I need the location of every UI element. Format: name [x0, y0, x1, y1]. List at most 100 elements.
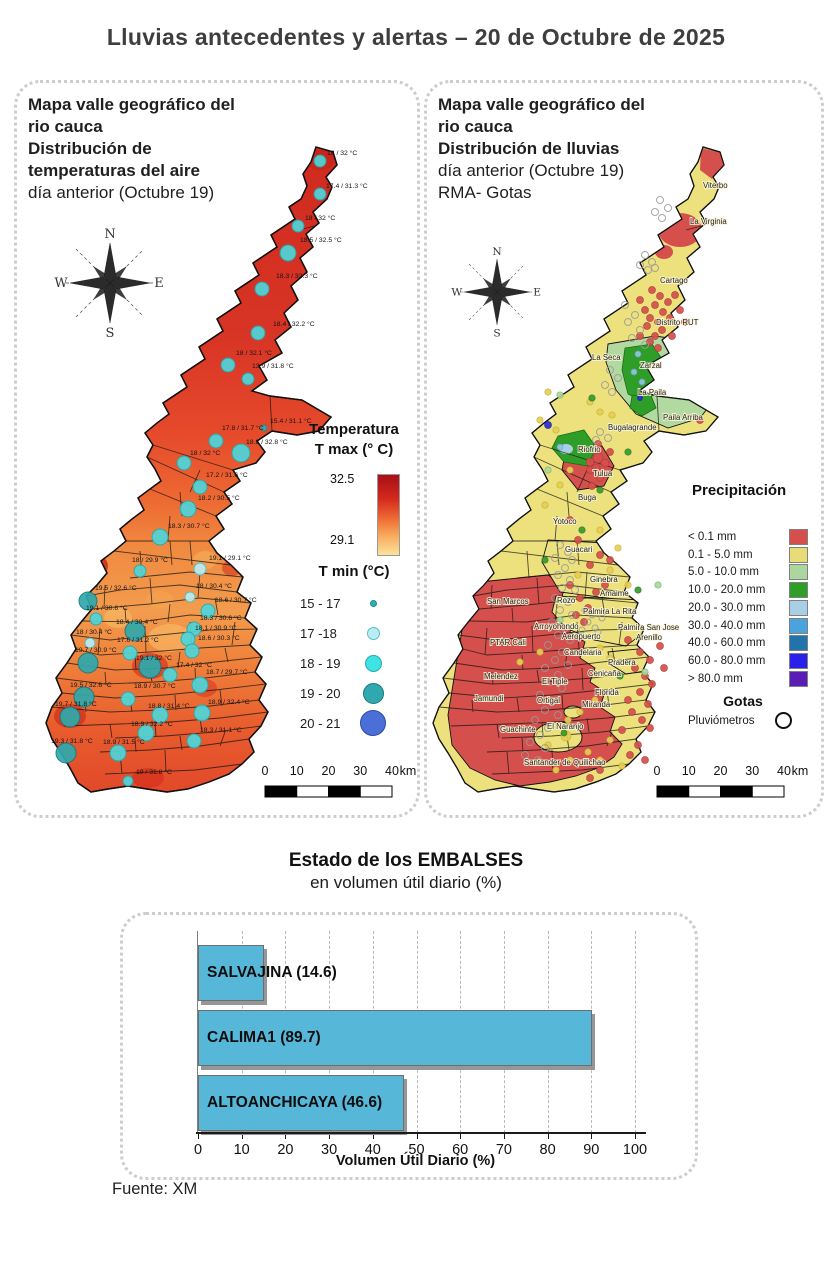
rain-dot-o	[624, 318, 632, 326]
city-label: La Seca	[592, 353, 621, 362]
precip-class-label: 60.0 - 80.0 mm	[688, 655, 766, 668]
temp-station-label: 18.5 / 32.5 °C	[300, 236, 342, 244]
precip-legend-row: 40.0 - 60.0 mm	[688, 635, 808, 653]
city-label: Bugalagrande	[608, 423, 657, 432]
precip-class-label: 30.0 - 40.0 mm	[688, 619, 766, 632]
rain-dot-o	[644, 266, 652, 274]
chart-axis-tick-label: 90	[583, 1142, 600, 1158]
city-label: Cartago	[660, 276, 688, 285]
temp-station-label: 18.2 / 30.5 °C	[198, 494, 240, 502]
city-label: Guacari	[565, 545, 593, 554]
chart-axis-tick-label: 0	[193, 1142, 203, 1158]
rain-dot-o	[564, 661, 572, 669]
chart-title: Estado de los EMBALSES	[288, 850, 524, 871]
temp-station-circle	[84, 637, 96, 649]
rain-dot-r	[648, 286, 656, 294]
bar-calima1: CALIMA1 (89.7)	[198, 1010, 592, 1066]
city-label: San Marcos	[487, 597, 529, 606]
rain-dot-r	[596, 474, 604, 482]
temp-station-label: 18.9 / 31.5 °C	[103, 738, 145, 746]
temp-station-label: 18 / 30.4 °C	[196, 582, 232, 590]
rain-dot-o	[541, 744, 549, 752]
rain-dot-r	[636, 296, 644, 304]
tmin-class-circle-icon	[366, 626, 380, 640]
rain-dot-r	[644, 700, 652, 708]
rain-dot-r	[628, 708, 636, 716]
precip-legend-row: 30.0 - 40.0 mm	[688, 617, 808, 635]
rain-dot-r	[586, 774, 594, 782]
rain-dot-o	[561, 624, 569, 632]
rain-dot-o	[561, 564, 569, 572]
precipitation-legend-title: Precipitación	[692, 482, 787, 499]
tmin-legend-row: 17 -18	[300, 618, 410, 648]
gotas-legend-title: Gotas	[723, 693, 763, 709]
scale-tick-label: 0	[654, 764, 661, 778]
rain-dot-y	[536, 648, 544, 656]
city-label: Melendez	[484, 672, 518, 681]
chart-axis-tick	[372, 1133, 374, 1139]
rain-dot-y	[608, 411, 616, 419]
precip-class-label: 10.0 - 20.0 mm	[688, 584, 766, 597]
rain-dot-y	[596, 526, 604, 534]
source-note: Fuente: XM	[112, 1180, 198, 1198]
rain-dot-r	[574, 536, 582, 544]
rain-dot-o	[581, 606, 589, 614]
chart-axis-tick-label: 70	[495, 1142, 512, 1158]
temp-station-label: 19.1 / 32 °C	[136, 654, 172, 662]
tmax-legend-title-1: Temperatura	[309, 421, 399, 438]
temp-station-label: 19 / 31.8 °C	[136, 768, 172, 776]
scale-tick-label: 10	[290, 764, 304, 778]
chart-axis-tick-label: 60	[452, 1142, 469, 1158]
precip-class-swatch	[789, 564, 808, 581]
rain-dot-o	[621, 301, 629, 309]
temp-station-circle	[89, 612, 103, 626]
rain-dot-o	[566, 636, 574, 644]
rain-dot-r	[664, 298, 672, 306]
rain-dot-g	[596, 486, 604, 494]
rain-dot-y	[606, 736, 614, 744]
panel-title-line: rio cauca	[28, 117, 103, 136]
precip-class-swatch	[789, 653, 808, 670]
rain-dot-y	[574, 571, 582, 579]
rain-dot-y	[544, 388, 552, 396]
rain-dot-lg	[544, 466, 552, 474]
rain-dot-r	[624, 696, 632, 704]
rain-dot-o	[551, 656, 559, 664]
rain-dot-r	[696, 416, 704, 424]
rain-dot-y	[552, 426, 560, 434]
temp-station-circle	[193, 704, 211, 722]
precip-legend-row: 60.0 - 80.0 mm	[688, 652, 808, 670]
chart-axis-tick	[547, 1133, 549, 1139]
rain-dot-o	[548, 698, 556, 706]
rain-dot-r	[671, 291, 679, 299]
rain-dot-b	[544, 421, 552, 429]
rain-dot-g	[634, 586, 642, 594]
city-label: Ortigal	[537, 696, 560, 705]
temp-station-circle	[313, 154, 327, 168]
city-label: Guachinte	[500, 725, 536, 734]
tmin-legend-title: T min (°C)	[318, 563, 390, 580]
rain-dot-o	[526, 738, 534, 746]
scale-tick-label: 40	[385, 764, 399, 778]
rain-dot-o	[551, 554, 559, 562]
temp-station-circle	[151, 528, 169, 546]
rain-gauge-dots	[516, 196, 704, 782]
temp-station-circle	[200, 603, 216, 619]
rain-dot-o	[568, 556, 576, 564]
chart-axis-tick-label: 10	[233, 1142, 250, 1158]
temp-station-circle	[313, 187, 327, 201]
rain-dot-o	[551, 594, 559, 602]
rain-dot-o	[566, 576, 574, 584]
temp-station-label: 18.3 / 32.3 °C	[276, 272, 318, 280]
scale-bar-left: 0 10 20 30 40 km	[262, 764, 417, 798]
rain-dot-o	[521, 751, 529, 759]
chart-axis-tick	[198, 1133, 199, 1139]
rain-dot-r	[660, 664, 668, 672]
precip-legend-row: 20.0 - 30.0 mm	[688, 599, 808, 617]
temp-station-label: 19.5 / 32.6 °C	[70, 681, 112, 689]
chart-axis-tick	[416, 1133, 418, 1139]
city-label: Cenicaña	[588, 669, 622, 678]
scale-unit-label: km	[400, 764, 417, 778]
chart-axis-tick	[503, 1133, 505, 1139]
